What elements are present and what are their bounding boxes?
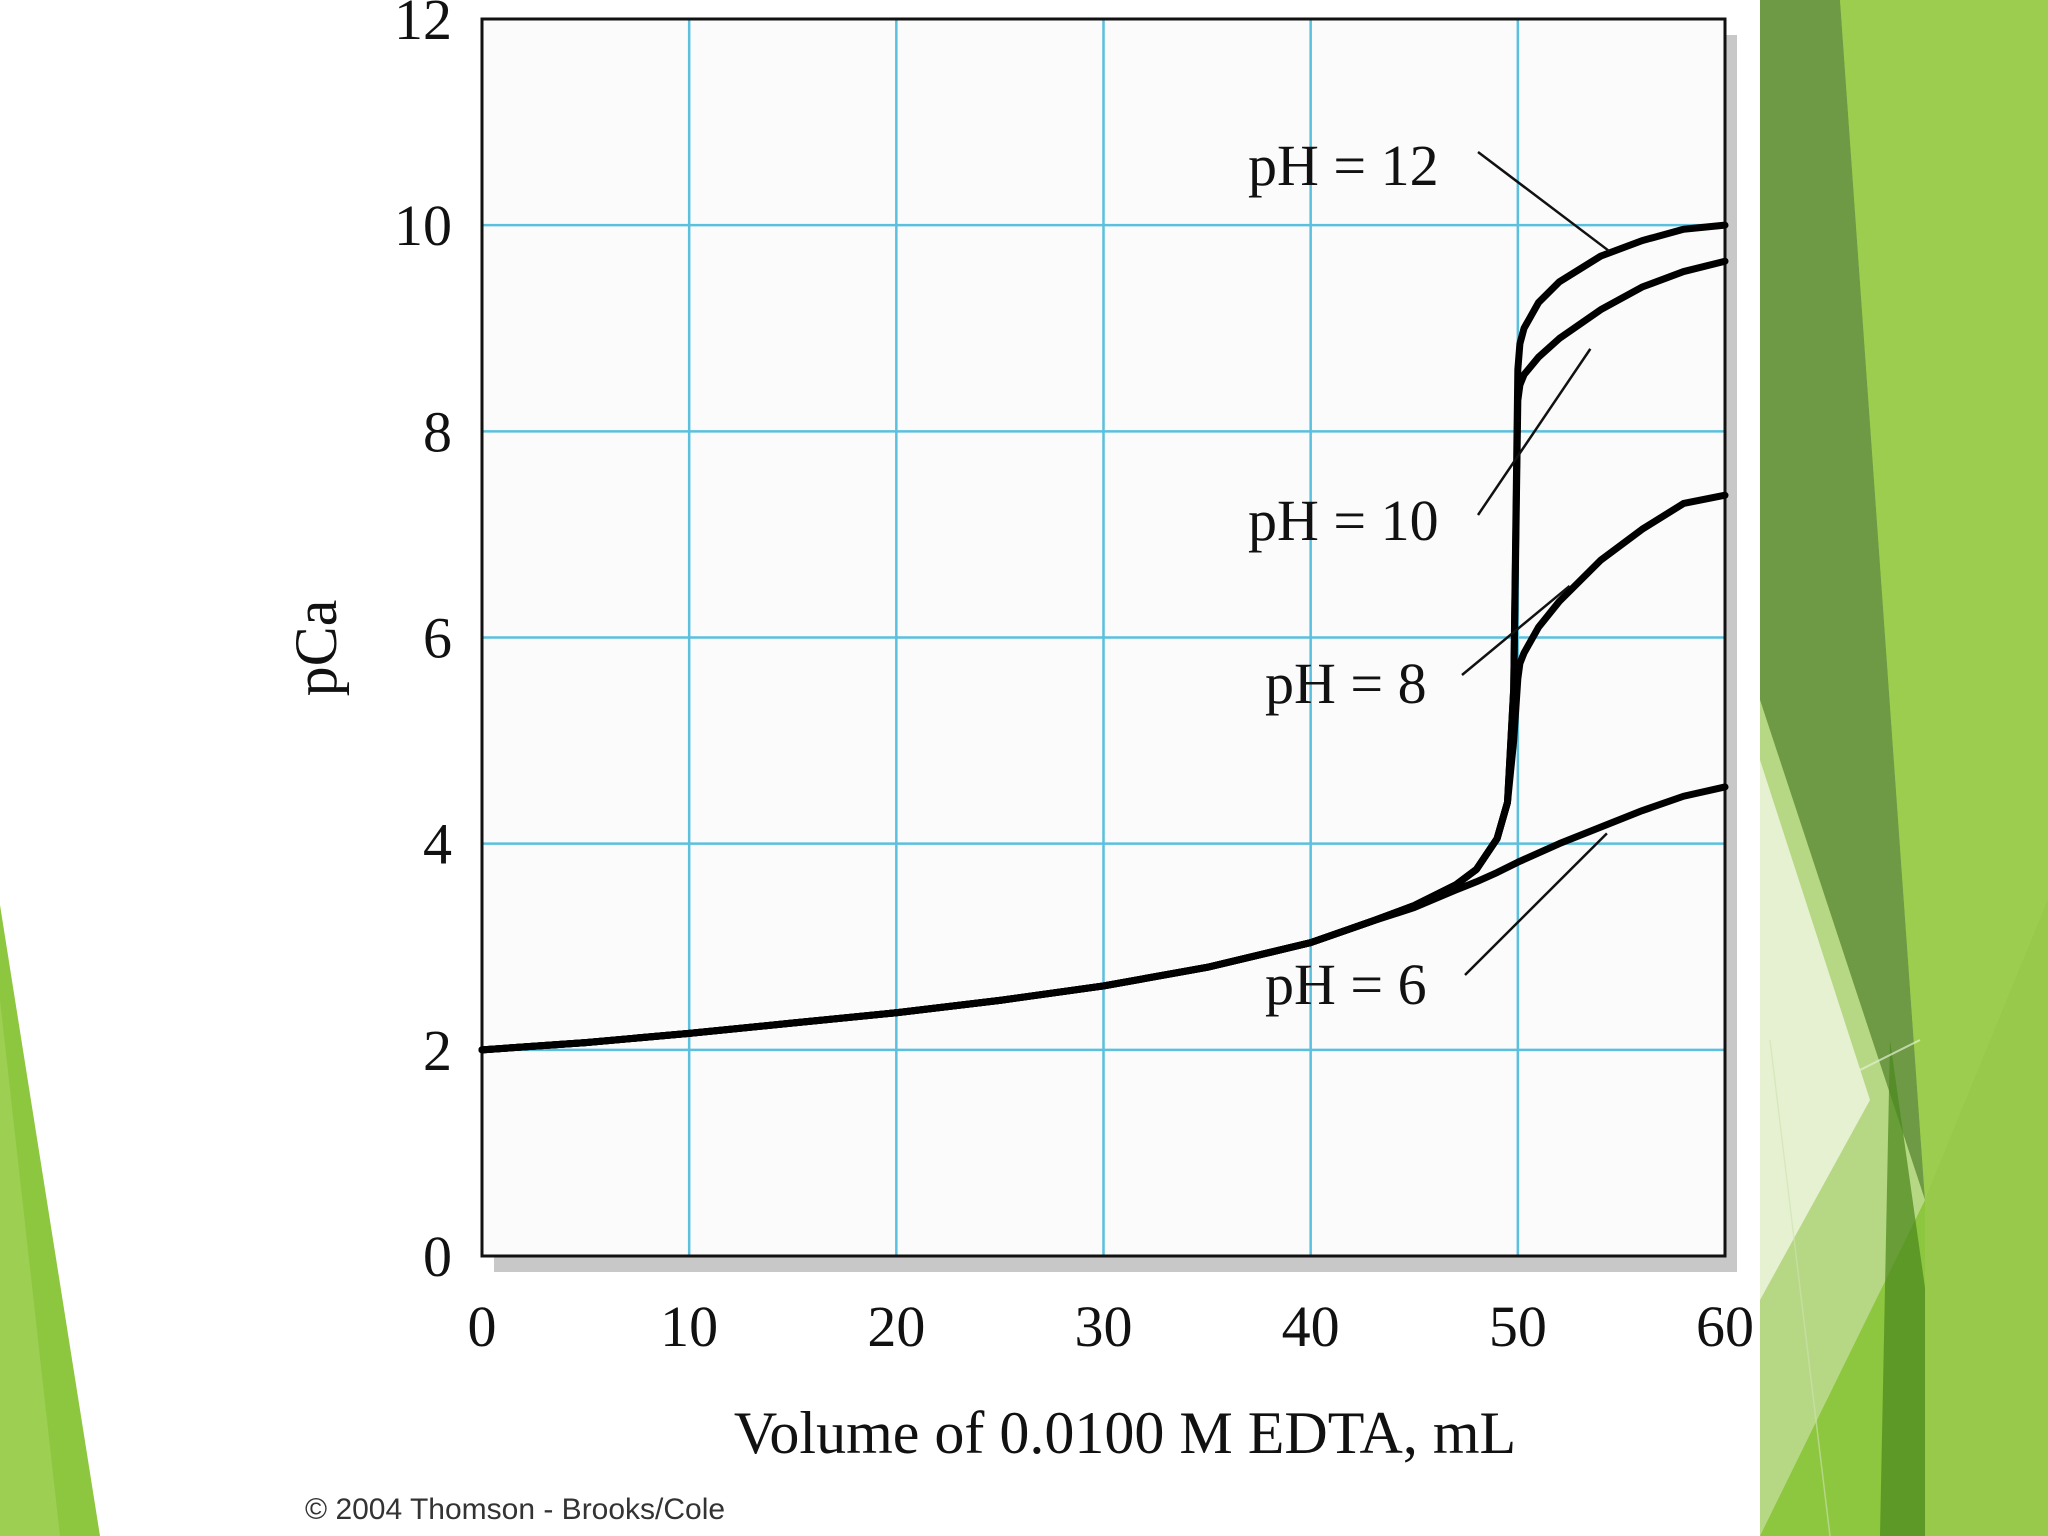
x-tick-label: 20 [867, 1294, 925, 1359]
deco-line [1759, 1039, 1921, 1121]
x-tick-label: 30 [1075, 1294, 1133, 1359]
callout-leader-line [1461, 584, 1571, 676]
label-ph-8: pH = 8 [1265, 651, 1427, 716]
y-tick-label: 0 [423, 1224, 452, 1289]
right-very-pale-wedge [1760, 760, 1870, 1300]
x-axis-title: Volume of 0.0100 M EDTA, mL [734, 1400, 1516, 1466]
y-tick-label: 6 [423, 606, 452, 671]
x-axis-ticks: 0 10 20 30 40 50 60 [468, 1294, 1755, 1359]
callout-leader-line [1477, 151, 1610, 252]
right-light-wedge [1840, 0, 2048, 1200]
right-lime-wedge [1925, 900, 2048, 1536]
y-axis-ticks: 0 2 4 6 8 10 12 [394, 0, 452, 1289]
y-tick-label: 8 [423, 399, 452, 464]
y-tick-label: 12 [394, 0, 452, 52]
x-tick-label: 10 [660, 1294, 718, 1359]
deco-line [1769, 1039, 1831, 1536]
x-tick-label: 40 [1282, 1294, 1340, 1359]
callout-leader-line [1464, 832, 1608, 976]
y-tick-label: 2 [423, 1018, 452, 1083]
label-ph-6: pH = 6 [1265, 952, 1427, 1017]
y-axis-title: pCa [283, 600, 349, 697]
plot-frame [480, 17, 1727, 1258]
series-line-ph-12 [478, 221, 1729, 1054]
callout-leader-line [1476, 348, 1592, 516]
callout-leaders [1461, 151, 1610, 976]
x-tick-label: 0 [468, 1294, 497, 1359]
x-tick-label: 60 [1696, 1294, 1754, 1359]
left-green-wedge-light [0, 1000, 60, 1536]
series-layer [478, 221, 1729, 1054]
right-dark-wedge [1760, 0, 1925, 1200]
label-ph-12: pH = 12 [1248, 133, 1439, 198]
label-ph-10: pH = 10 [1248, 488, 1439, 553]
x-tick-label: 50 [1489, 1294, 1547, 1359]
y-tick-label: 4 [423, 812, 452, 877]
y-tick-label: 10 [394, 193, 452, 258]
copyright-notice: © 2004 Thomson - Brooks/Cole [305, 1493, 726, 1526]
